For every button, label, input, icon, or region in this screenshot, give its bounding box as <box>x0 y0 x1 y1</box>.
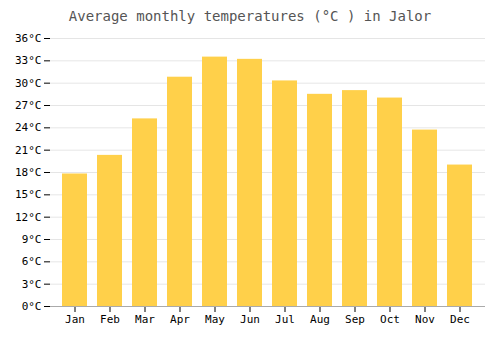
svg-text:0°C: 0°C <box>22 300 42 313</box>
svg-text:Jan: Jan <box>65 313 85 326</box>
svg-text:24°C: 24°C <box>15 121 42 134</box>
svg-text:12°C: 12°C <box>15 211 42 224</box>
svg-text:Feb: Feb <box>100 313 120 326</box>
svg-text:27°C: 27°C <box>15 99 42 112</box>
svg-text:Dec: Dec <box>450 313 470 326</box>
html-text:Average monthly temperatures (: Average monthly temperatures (°C ) in Ja… <box>68 8 432 24</box>
svg-text:Sep: Sep <box>345 313 365 326</box>
svg-text:21°C: 21°C <box>15 144 42 157</box>
svg-text:18°C: 18°C <box>15 166 42 179</box>
svg-text:36°C: 36°C <box>15 32 42 45</box>
svg-text:15°C: 15°C <box>15 188 42 201</box>
svg-text:Nov: Nov <box>415 313 435 326</box>
svg-text:Mar: Mar <box>135 313 155 326</box>
svg-text:Jun: Jun <box>240 313 260 326</box>
svg-text:Apr: Apr <box>170 313 190 326</box>
svg-text:Jul: Jul <box>275 313 295 326</box>
svg-text:Oct: Oct <box>380 313 400 326</box>
svg-text:6°C: 6°C <box>22 255 42 268</box>
svg-text:Aug: Aug <box>310 313 330 326</box>
svg-text:30°C: 30°C <box>15 77 42 90</box>
svg-text:May: May <box>205 313 225 326</box>
svg-text:9°C: 9°C <box>22 233 42 246</box>
svg-text:3°C: 3°C <box>22 278 42 291</box>
svg-text:33°C: 33°C <box>15 54 42 67</box>
